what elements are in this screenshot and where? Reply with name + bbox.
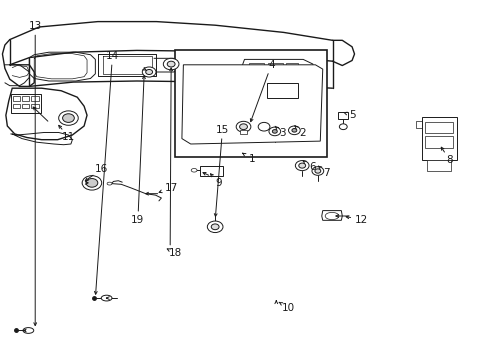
Circle shape (167, 61, 175, 67)
Circle shape (272, 130, 277, 133)
Polygon shape (421, 117, 456, 160)
Text: 8: 8 (446, 155, 452, 165)
FancyBboxPatch shape (267, 63, 282, 69)
Circle shape (291, 129, 296, 132)
Circle shape (163, 58, 179, 70)
Text: 12: 12 (354, 215, 368, 225)
Text: 10: 10 (282, 303, 294, 313)
FancyBboxPatch shape (31, 104, 39, 108)
FancyBboxPatch shape (13, 104, 20, 108)
Circle shape (62, 114, 74, 122)
Circle shape (236, 121, 250, 132)
Text: 9: 9 (215, 178, 222, 188)
FancyBboxPatch shape (13, 96, 20, 101)
Text: 14: 14 (105, 51, 119, 61)
Circle shape (142, 67, 156, 77)
Ellipse shape (107, 182, 112, 185)
Ellipse shape (191, 168, 197, 172)
Text: 17: 17 (164, 183, 178, 193)
Circle shape (314, 169, 320, 173)
Text: 7: 7 (323, 168, 329, 178)
Text: 13: 13 (28, 21, 42, 31)
Text: 18: 18 (168, 248, 182, 258)
Circle shape (207, 221, 223, 233)
Text: 3: 3 (279, 128, 285, 138)
FancyBboxPatch shape (425, 122, 452, 133)
Circle shape (145, 69, 152, 75)
Text: 11: 11 (61, 132, 75, 142)
FancyBboxPatch shape (31, 96, 39, 101)
Text: 2: 2 (298, 128, 305, 138)
FancyBboxPatch shape (239, 130, 247, 134)
Polygon shape (6, 88, 87, 140)
Text: 6: 6 (309, 162, 316, 172)
Circle shape (288, 126, 300, 135)
Polygon shape (338, 112, 347, 119)
Circle shape (59, 111, 78, 125)
Ellipse shape (101, 295, 112, 301)
Text: 15: 15 (215, 125, 229, 135)
FancyBboxPatch shape (22, 104, 29, 108)
Circle shape (311, 167, 323, 175)
Circle shape (239, 124, 247, 130)
Text: 1: 1 (248, 154, 255, 164)
Circle shape (268, 127, 280, 136)
Text: 19: 19 (131, 215, 144, 225)
Text: 5: 5 (348, 110, 355, 120)
Polygon shape (242, 59, 312, 72)
FancyBboxPatch shape (425, 136, 452, 148)
Text: 16: 16 (95, 164, 108, 174)
FancyBboxPatch shape (266, 83, 298, 98)
Circle shape (298, 163, 305, 168)
Circle shape (82, 176, 102, 190)
FancyBboxPatch shape (285, 63, 298, 69)
Polygon shape (321, 211, 342, 220)
FancyBboxPatch shape (199, 166, 223, 176)
FancyBboxPatch shape (175, 50, 326, 157)
Polygon shape (427, 160, 450, 171)
Ellipse shape (23, 328, 34, 333)
FancyBboxPatch shape (22, 96, 29, 101)
Circle shape (86, 179, 98, 187)
Circle shape (295, 161, 308, 171)
Circle shape (258, 122, 269, 131)
FancyBboxPatch shape (249, 63, 264, 69)
Circle shape (339, 124, 346, 130)
Ellipse shape (325, 212, 338, 220)
FancyBboxPatch shape (11, 94, 41, 113)
Polygon shape (182, 65, 322, 144)
Circle shape (211, 224, 219, 230)
Text: 4: 4 (267, 60, 274, 70)
